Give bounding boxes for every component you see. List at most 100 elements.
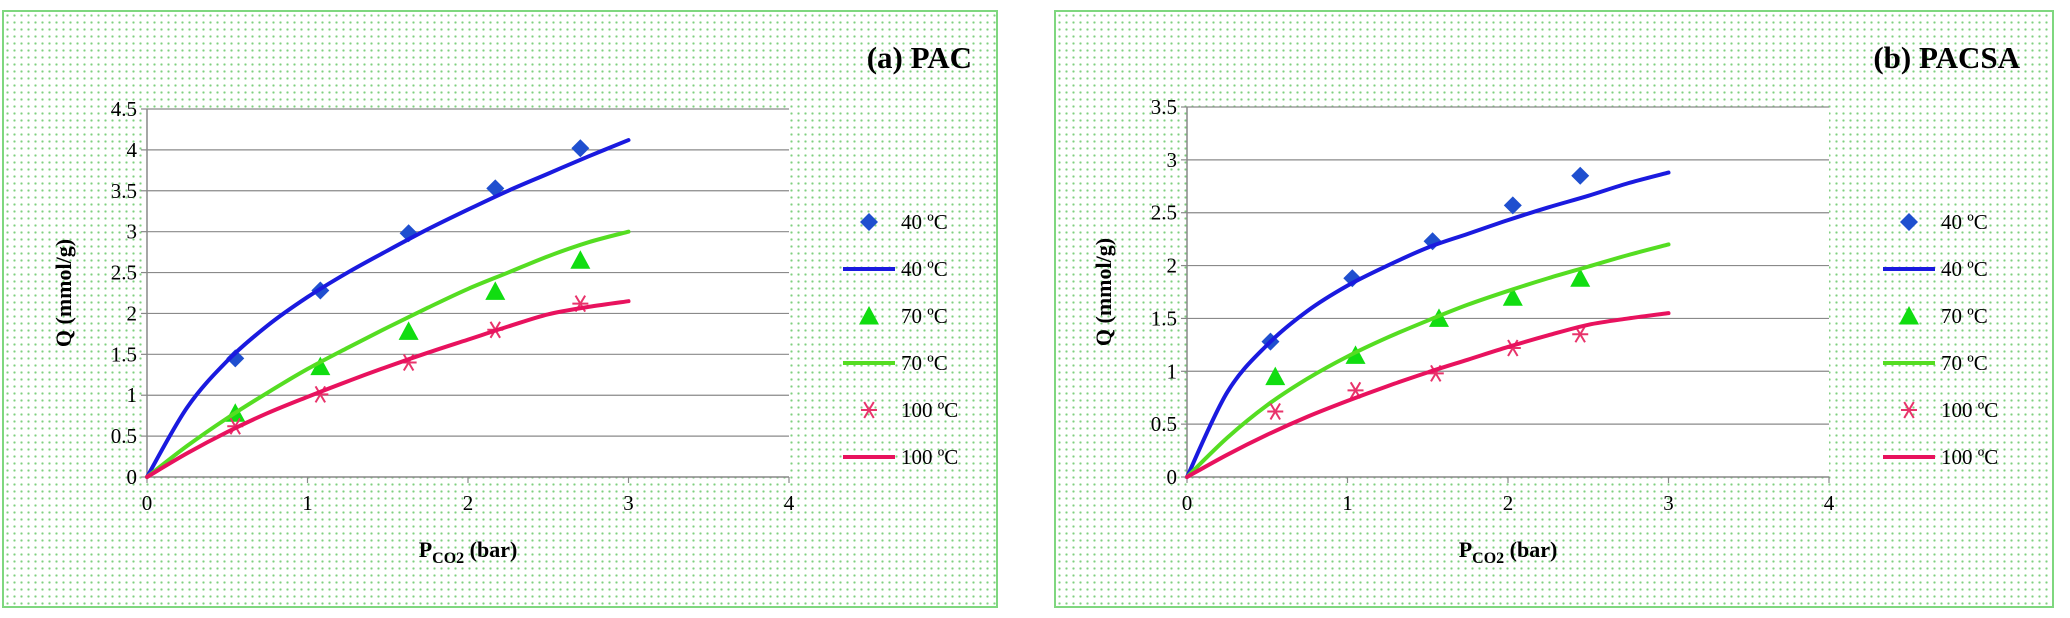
y-tick-label: 4 — [127, 138, 138, 162]
legend-label: 100 ºC — [1941, 398, 1998, 422]
legend-label: 70 ºC — [901, 351, 948, 375]
y-tick-label: 1 — [127, 383, 138, 407]
y-axis-title: Q (mmol/g) — [51, 239, 76, 347]
legend-marker-swatch-d2 — [1903, 401, 1915, 419]
data-point — [226, 349, 245, 368]
legend-marker-swatch — [859, 306, 879, 325]
legend-entry: 100 ºC — [843, 445, 958, 469]
series-line — [1185, 242, 1671, 479]
series-line — [145, 229, 631, 479]
legend-entry: 100 ºC — [1901, 398, 1998, 422]
y-tick-label: 0 — [1167, 465, 1178, 489]
chart-title: (b) PACSA — [1873, 40, 2020, 75]
x-axis-title-main: P — [419, 537, 432, 562]
legend-label: 100 ºC — [901, 398, 958, 422]
data-point — [570, 250, 591, 269]
legend-entry: 70 ºC — [1883, 351, 1988, 375]
y-tick-label: 2 — [1167, 254, 1178, 278]
legend-label: 70 ºC — [901, 304, 948, 328]
legend-entry: 70 ºC — [859, 304, 948, 328]
x-tick-label: 2 — [1503, 491, 1514, 515]
chart-title: (a) PAC — [867, 40, 972, 75]
plot-area — [147, 109, 789, 477]
y-axis-title: Q (mmol/g) — [1091, 238, 1116, 346]
legend-entry: 40 ºC — [1900, 210, 1988, 234]
x-tick-label: 0 — [1182, 491, 1193, 515]
y-tick-label: 1.5 — [111, 342, 137, 366]
series-1 — [145, 138, 631, 479]
x-axis-title: PCO2 (bar) — [419, 537, 518, 567]
legend-marker-swatch — [860, 213, 878, 231]
y-tick-label: 2.5 — [111, 261, 137, 285]
legend-entry: 100 ºC — [1883, 445, 1998, 469]
data-point — [1503, 196, 1522, 215]
x-tick-label: 3 — [623, 491, 634, 515]
legend-entry: 40 ºC — [843, 257, 948, 281]
y-tick-label: 3 — [127, 220, 138, 244]
x-tick-label: 4 — [1824, 491, 1835, 515]
series-5 — [145, 299, 631, 479]
chart-panel-pac: (a) PAC 0 0.5 1 1.5 2 2.5 3 3.5 4 4.5 0 1 2 3 4 Q (mmol/… — [2, 10, 998, 608]
x-tick-label: 2 — [463, 491, 474, 515]
x-tick-label: 1 — [302, 491, 313, 515]
series-line — [145, 299, 631, 479]
x-axis-title-unit: (bar) — [464, 537, 517, 562]
y-tick-label: 3.5 — [111, 179, 137, 203]
legend-label: 40 ºC — [901, 210, 948, 234]
data-point-d2 — [1349, 381, 1362, 399]
series-line — [1185, 170, 1671, 479]
series-3 — [1185, 242, 1671, 479]
data-point-d2 — [1574, 325, 1586, 343]
series-line — [145, 138, 631, 479]
legend-entry: 40 ºC — [1883, 257, 1988, 281]
legend-marker-swatch — [861, 401, 877, 419]
chart-pac: (a) PAC 0 0.5 1 1.5 2 2.5 3 3.5 4 4.5 0 1 2 3 4 Q (mmol/… — [51, 40, 972, 567]
data-point — [1265, 366, 1286, 386]
x-axis-title-unit: (bar) — [1504, 537, 1557, 562]
series-5 — [1185, 311, 1671, 479]
data-point — [485, 281, 506, 300]
chart-panel-pacsa: (b) PACSA 0 0.5 1 1.5 2 2.5 3 3.5 0 1 2 3 4 Q (mmol/g)… — [1054, 10, 2054, 608]
data-point — [571, 139, 590, 158]
y-tick-label: 2.5 — [1151, 201, 1177, 225]
series-line — [1185, 311, 1671, 479]
x-axis-title-sub: CO2 — [432, 550, 464, 567]
y-tick-label: 1.5 — [1151, 306, 1177, 330]
y-tick-label: 0 — [127, 465, 138, 489]
y-tick-label: 1 — [1167, 359, 1178, 383]
legend-label: 100 ºC — [901, 445, 958, 469]
data-point — [1570, 268, 1591, 287]
chart-pacsa: (b) PACSA 0 0.5 1 1.5 2 2.5 3 3.5 0 1 2 3 4 Q (mmol/g)… — [1091, 40, 2021, 567]
series-3 — [145, 229, 631, 479]
legend-entry: 100 ºC — [861, 398, 958, 422]
data-point — [1502, 287, 1523, 306]
y-tick-label: 0.5 — [111, 424, 137, 448]
y-tick-label: 0.5 — [1151, 412, 1177, 436]
x-axis-title-main: P — [1459, 537, 1472, 562]
legend-marker-swatch — [1901, 401, 1917, 419]
x-tick-label: 1 — [1342, 491, 1353, 515]
legend-marker-swatch — [1900, 213, 1918, 231]
data-point — [310, 356, 331, 376]
legend-label: 40 ºC — [1941, 257, 1988, 281]
data-point-d2 — [1269, 402, 1281, 420]
legend-marker-swatch-d2 — [863, 401, 875, 419]
legend-label: 100 ºC — [1941, 445, 1998, 469]
data-point — [1267, 402, 1284, 420]
x-tick-label: 3 — [1663, 491, 1674, 515]
legend-entry: 40 ºC — [860, 210, 948, 234]
y-tick-label: 4.5 — [111, 97, 137, 121]
x-axis-title-sub: CO2 — [1472, 550, 1504, 567]
x-tick-label: 4 — [784, 491, 795, 515]
data-point — [1571, 166, 1590, 185]
legend-label: 70 ºC — [1941, 304, 1988, 328]
legend-entry: 70 ºC — [1899, 304, 1988, 328]
legend-label: 70 ºC — [1941, 351, 1988, 375]
legend-entry: 70 ºC — [843, 351, 948, 375]
series-1 — [1185, 170, 1671, 479]
legend-label: 40 ºC — [901, 257, 948, 281]
y-tick-label: 3.5 — [1151, 95, 1177, 119]
y-tick-label: 3 — [1167, 148, 1178, 172]
legend-marker-swatch — [1899, 306, 1919, 325]
legend-label: 40 ºC — [1941, 210, 1988, 234]
